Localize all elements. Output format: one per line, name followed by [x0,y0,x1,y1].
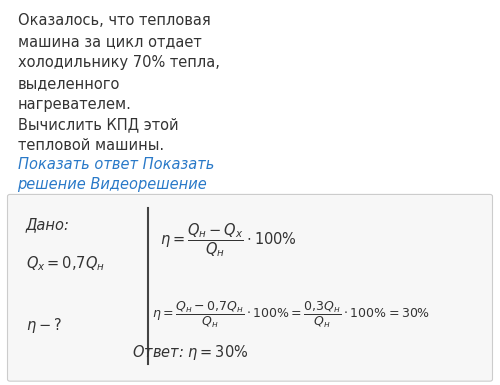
Text: Дано:: Дано: [26,218,70,233]
Text: тепловой машины.: тепловой машины. [18,138,164,153]
Text: нагревателем.: нагревателем. [18,97,132,112]
Text: выделенного: выделенного [18,76,120,91]
Text: $\eta-?$: $\eta-?$ [26,316,62,335]
Text: Вычислить КПД этой: Вычислить КПД этой [18,117,178,132]
Text: $\eta = \dfrac{Q_н - 0{,}7Q_н}{Q_н} \cdot 100\% = \dfrac{0{,}3Q_н}{Q_н} \cdot 10: $\eta = \dfrac{Q_н - 0{,}7Q_н}{Q_н} \cdo… [152,300,430,330]
Text: $\eta = \dfrac{Q_н - Q_x}{Q_н} \cdot 100\%$: $\eta = \dfrac{Q_н - Q_x}{Q_н} \cdot 100… [160,221,297,259]
Text: решение Видеорешение: решение Видеорешение [18,177,208,192]
Text: машина за цикл отдает: машина за цикл отдает [18,34,201,49]
Text: Ответ: $\eta = 30\%$: Ответ: $\eta = 30\%$ [132,343,249,362]
Text: Показать ответ Показать: Показать ответ Показать [18,157,214,172]
Text: $Q_x = 0{,}7Q_н$: $Q_x = 0{,}7Q_н$ [26,254,105,273]
Text: холодильнику 70% тепла,: холодильнику 70% тепла, [18,55,220,70]
Text: Оказалось, что тепловая: Оказалось, что тепловая [18,13,210,28]
FancyBboxPatch shape [8,194,492,381]
